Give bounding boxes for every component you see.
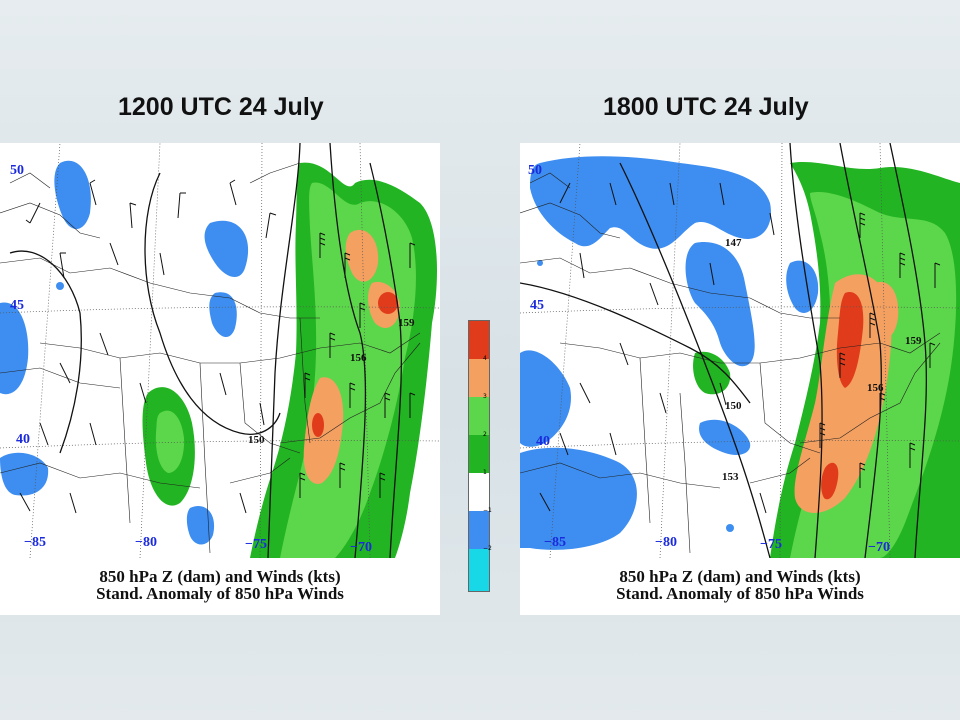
wind-barbs — [19, 179, 416, 514]
anomaly-color-scale: 4 3 2 1 −1 −2 — [468, 320, 492, 592]
scale-cell-plus1 — [469, 435, 489, 473]
height-label: 156 — [867, 382, 884, 394]
lat-label: 45 — [530, 298, 544, 313]
panel-title-right: 1800 UTC 24 July — [603, 93, 809, 121]
scale-label: 2 — [483, 431, 487, 438]
panel-title-left: 1200 UTC 24 July — [118, 93, 324, 121]
caption-line1: 850 hPa Z (dam) and Winds (kts) — [619, 567, 861, 586]
map-left: 50 45 40 −85 −80 −75 −70 159 156 150 — [0, 143, 440, 558]
lat-label: 50 — [10, 163, 24, 178]
boundary-lines — [520, 172, 941, 554]
scale-label: 4 — [483, 355, 487, 362]
height-label: 147 — [725, 237, 742, 249]
lon-label: −75 — [245, 537, 267, 552]
negative-anomaly-areas — [520, 156, 819, 550]
caption-line2: Stand. Anomaly of 850 hPa Winds — [96, 584, 344, 603]
lon-label: −80 — [655, 535, 677, 550]
scale-cell-neutral — [469, 473, 489, 511]
negative-anomaly-areas — [0, 160, 249, 545]
lon-label: −70 — [350, 540, 372, 555]
height-label: 150 — [725, 400, 742, 412]
height-label: 159 — [398, 317, 415, 329]
caption-line2: Stand. Anomaly of 850 hPa Winds — [616, 584, 864, 603]
lon-label: −85 — [24, 535, 46, 550]
map-panel-right: 50 45 40 −85 −80 −75 −70 147 159 156 150… — [520, 143, 960, 615]
lon-label: −70 — [868, 540, 890, 555]
scale-cell-minus1 — [469, 511, 489, 549]
height-label: 159 — [905, 335, 922, 347]
lon-label: −85 — [544, 535, 566, 550]
lat-label: 40 — [16, 432, 30, 447]
height-label: 156 — [350, 352, 367, 364]
height-contours — [9, 143, 403, 558]
lon-label: −75 — [760, 537, 782, 552]
scale-cell-minus2 — [469, 549, 489, 591]
scale-label: 1 — [483, 469, 487, 476]
lat-label: 45 — [10, 298, 24, 313]
scale-cell-plus4 — [469, 321, 489, 359]
map-panel-left: 50 45 40 −85 −80 −75 −70 159 156 150 850… — [0, 143, 440, 615]
scale-cell-plus3 — [469, 359, 489, 397]
scale-cell-plus2 — [469, 397, 489, 435]
lon-label: −80 — [135, 535, 157, 550]
height-label: 150 — [248, 434, 265, 446]
scale-label: −1 — [483, 507, 492, 514]
caption-line1: 850 hPa Z (dam) and Winds (kts) — [99, 567, 341, 586]
height-contours — [520, 143, 928, 558]
wind-barbs — [539, 182, 941, 514]
lat-label: 50 — [528, 163, 542, 178]
scale-label: 3 — [483, 393, 487, 400]
lat-label: 40 — [536, 434, 550, 449]
map-right: 50 45 40 −85 −80 −75 −70 147 159 156 150… — [520, 143, 960, 558]
height-label: 153 — [722, 471, 739, 483]
scale-label: −2 — [483, 545, 492, 552]
